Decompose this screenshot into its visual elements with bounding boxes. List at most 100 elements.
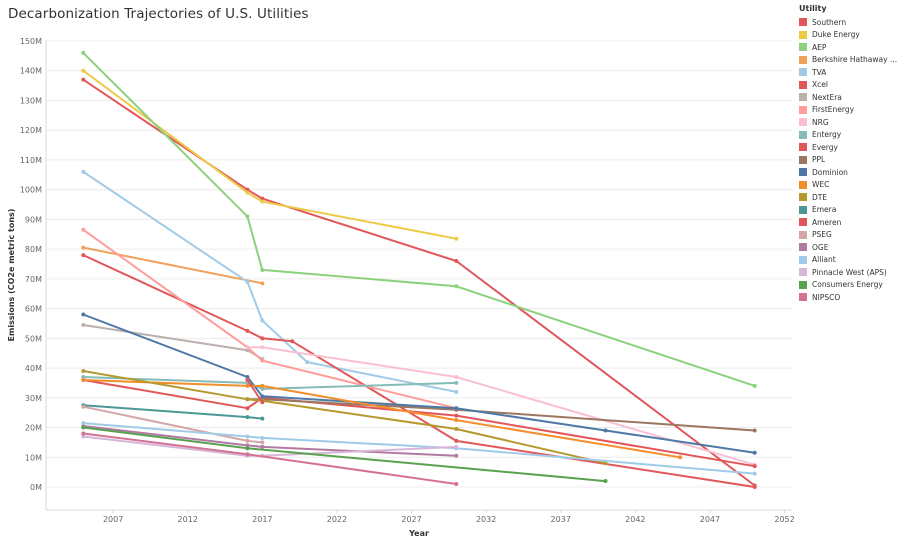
- y-tick-label: 10M: [25, 453, 42, 462]
- data-point: [454, 284, 459, 289]
- data-point: [454, 438, 459, 443]
- legend-item: Consumers Energy: [799, 279, 899, 292]
- data-point: [290, 339, 295, 344]
- legend-label: PSEG: [812, 230, 832, 240]
- legend-item: OGE: [799, 241, 899, 254]
- x-tick-label: 2007: [103, 515, 123, 524]
- data-point: [454, 453, 459, 458]
- data-point: [603, 428, 608, 433]
- y-tick-label: 130M: [20, 96, 42, 105]
- legend-label: Xcel: [812, 80, 828, 90]
- legend-label: WEC: [812, 180, 830, 190]
- data-point: [752, 471, 757, 476]
- legend-item: PSEG: [799, 229, 899, 242]
- series-line: [82, 324, 264, 361]
- y-tick-label: 60M: [25, 305, 42, 314]
- legend-item: Dominion: [799, 166, 899, 179]
- legend-swatch: [799, 68, 807, 77]
- series-alliant: [81, 421, 757, 476]
- data-point: [81, 312, 86, 317]
- data-point: [603, 479, 608, 484]
- data-point: [752, 485, 757, 489]
- legend: Utility Southern Duke Energy AEP Berkshire …: [799, 4, 899, 304]
- series-ameren: [245, 377, 265, 405]
- y-tick-label: 80M: [25, 245, 42, 254]
- data-point: [81, 404, 86, 409]
- legend-label: Emera: [812, 205, 837, 215]
- x-tick-label: 2047: [700, 515, 720, 524]
- legend-swatch: [799, 255, 807, 264]
- legend-item: Xcel: [799, 79, 899, 92]
- data-point: [81, 169, 86, 174]
- data-point: [752, 464, 757, 469]
- series-line: [82, 228, 458, 410]
- series-line: [82, 254, 756, 488]
- legend-swatch: [799, 80, 807, 89]
- legend-item: NIPSCO: [799, 291, 899, 304]
- data-point: [454, 427, 459, 432]
- data-point: [81, 431, 86, 436]
- legend-swatch: [799, 280, 807, 289]
- y-tick-label: 50M: [25, 334, 42, 343]
- data-point: [81, 253, 86, 258]
- x-tick-label: 2027: [401, 515, 421, 524]
- series-line: [82, 370, 607, 465]
- legend-item: Berkshire Hathaway ...: [799, 54, 899, 67]
- legend-item: Pinnacle West (APS): [799, 266, 899, 279]
- legend-label: TVA: [812, 67, 827, 77]
- data-point: [81, 369, 86, 374]
- data-point: [305, 360, 310, 365]
- legend-label: PPL: [812, 155, 826, 165]
- data-point: [260, 435, 265, 440]
- data-point: [454, 259, 459, 264]
- data-point: [260, 444, 265, 449]
- legend-swatch: [799, 30, 807, 39]
- data-point: [245, 383, 250, 388]
- data-point: [454, 413, 459, 418]
- legend-swatch: [799, 268, 807, 277]
- grid-lines: [46, 40, 792, 488]
- y-tick-label: 0M: [30, 483, 42, 492]
- series-berkshire-hathaway: [81, 245, 265, 286]
- data-point: [260, 383, 265, 388]
- data-point: [678, 455, 683, 460]
- chart-title: Decarbonization Trajectories of U.S. Uti…: [8, 6, 309, 22]
- y-tick-label: 40M: [25, 364, 42, 373]
- data-point: [81, 374, 86, 379]
- data-point: [81, 227, 86, 232]
- legend-item: PPL: [799, 154, 899, 167]
- data-point: [245, 377, 250, 382]
- legend-label: Ameren: [812, 217, 842, 227]
- data-point: [260, 400, 265, 405]
- data-point: [260, 336, 265, 341]
- data-point: [454, 374, 459, 379]
- y-tick-label: 70M: [25, 275, 42, 284]
- y-tick-label: 150M: [20, 37, 42, 46]
- data-point: [454, 444, 459, 449]
- series-xcel: [81, 253, 757, 489]
- legend-swatch: [799, 55, 807, 64]
- data-point: [454, 406, 459, 411]
- data-point: [260, 386, 265, 391]
- legend-label: DTE: [812, 192, 828, 202]
- legend-label: Consumers Energy: [812, 280, 883, 290]
- x-tick-label: 2022: [327, 515, 347, 524]
- legend-label: OGE: [812, 242, 829, 252]
- series-line: [82, 246, 264, 285]
- legend-label: Entergy: [812, 130, 842, 140]
- legend-swatch: [799, 205, 807, 214]
- data-point: [245, 415, 250, 420]
- series-consumers-energy: [81, 425, 608, 484]
- data-point: [245, 434, 250, 439]
- data-point: [245, 446, 250, 451]
- y-tick-label: 90M: [25, 215, 42, 224]
- series-line: [246, 379, 264, 404]
- data-point: [454, 418, 459, 423]
- series-duke-energy: [81, 68, 459, 241]
- x-tick-label: 2012: [178, 515, 198, 524]
- legend-label: Pinnacle West (APS): [812, 267, 887, 277]
- legend-swatch: [799, 293, 807, 302]
- data-point: [260, 318, 265, 323]
- data-point: [260, 281, 265, 286]
- data-point: [245, 345, 250, 350]
